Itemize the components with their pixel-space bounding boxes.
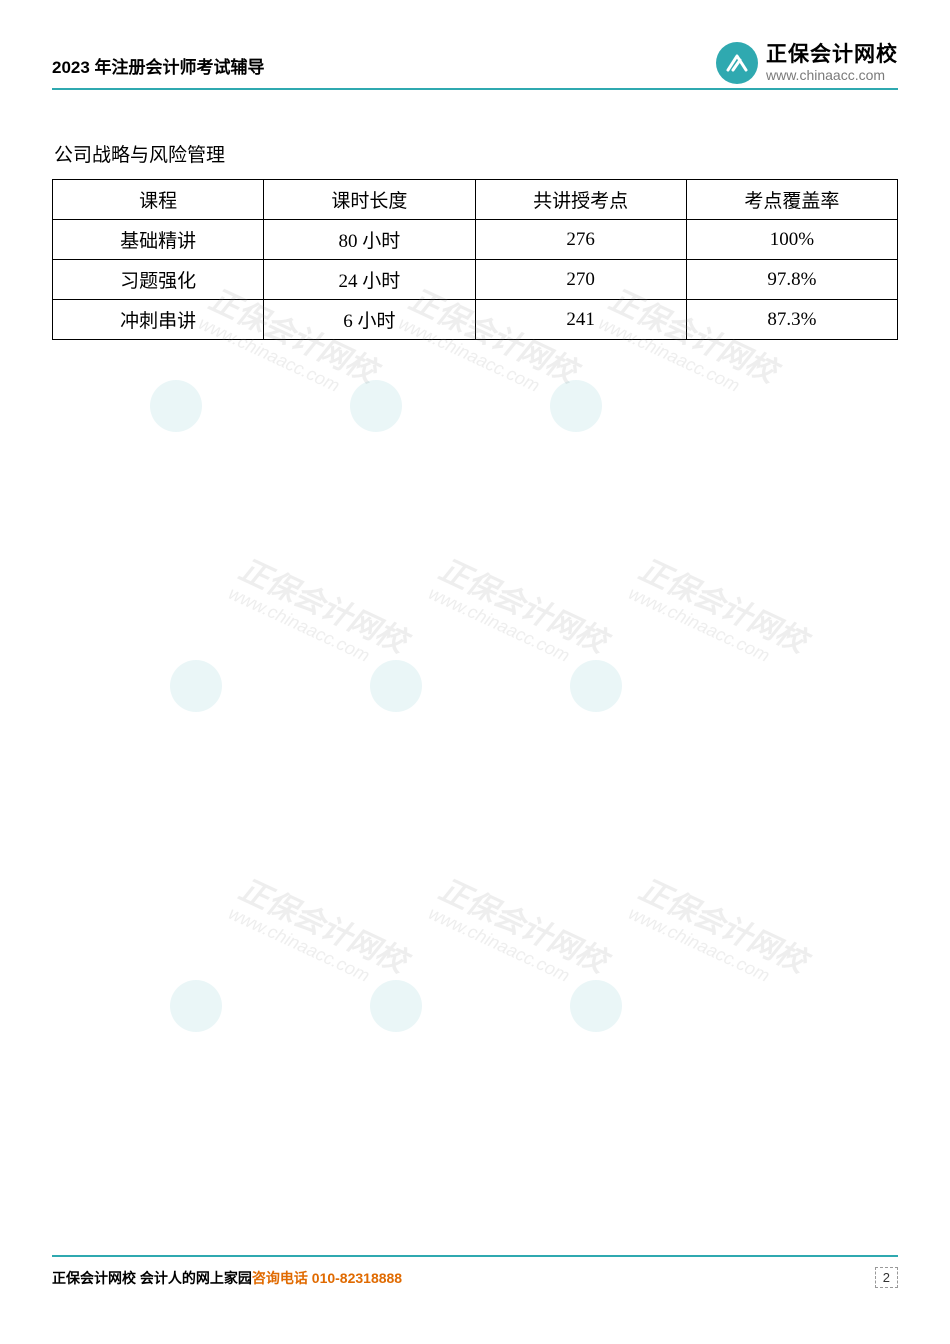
table-cell: 270: [475, 260, 686, 300]
brand-block: 正保会计网校 www.chinaacc.com: [716, 42, 898, 84]
brand-url: www.chinaacc.com: [766, 67, 885, 83]
table-cell: 24 小时: [264, 260, 475, 300]
watermark-text: 正保会计网校www.chinaacc.com: [225, 865, 415, 998]
watermark-dot-icon: [570, 660, 622, 712]
watermark-dot-icon: [350, 380, 402, 432]
watermark-text: 正保会计网校www.chinaacc.com: [625, 545, 815, 678]
table-row: 冲刺串讲 6 小时 241 87.3%: [53, 300, 898, 340]
brand-name: 正保会计网校: [766, 43, 898, 67]
column-header: 课时长度: [264, 180, 475, 220]
table-cell: 6 小时: [264, 300, 475, 340]
table-header-row: 课程 课时长度 共讲授考点 考点覆盖率: [53, 180, 898, 220]
watermark-text: 正保会计网校www.chinaacc.com: [425, 545, 615, 678]
page-number: 2: [875, 1267, 898, 1288]
table-cell: 241: [475, 300, 686, 340]
footer-text: 正保会计网校 会计人的网上家园咨询电话 010-82318888: [52, 1268, 402, 1288]
table-cell: 276: [475, 220, 686, 260]
footer-brand: 正保会计网校 会计人的网上家园: [52, 1270, 252, 1286]
table-cell: 冲刺串讲: [53, 300, 264, 340]
watermark-dot-icon: [170, 660, 222, 712]
watermark-dot-icon: [550, 380, 602, 432]
watermark-text: 正保会计网校www.chinaacc.com: [625, 865, 815, 998]
column-header: 课程: [53, 180, 264, 220]
table-row: 习题强化 24 小时 270 97.8%: [53, 260, 898, 300]
table-cell: 习题强化: [53, 260, 264, 300]
watermark-dot-icon: [170, 980, 222, 1032]
watermark-text: 正保会计网校www.chinaacc.com: [225, 545, 415, 678]
table-row: 基础精讲 80 小时 276 100%: [53, 220, 898, 260]
watermark-dot-icon: [370, 660, 422, 712]
course-table: 课程 课时长度 共讲授考点 考点覆盖率 基础精讲 80 小时 276 100% …: [52, 179, 898, 340]
header-title: 2023 年注册会计师考试辅导: [52, 53, 265, 84]
table-cell: 97.8%: [686, 260, 897, 300]
watermark-dot-icon: [370, 980, 422, 1032]
watermark-dot-icon: [150, 380, 202, 432]
table-cell: 基础精讲: [53, 220, 264, 260]
table-cell: 100%: [686, 220, 897, 260]
page-header: 2023 年注册会计师考试辅导 正保会计网校 www.chinaacc.com: [52, 42, 898, 90]
column-header: 共讲授考点: [475, 180, 686, 220]
watermark-text: 正保会计网校www.chinaacc.com: [425, 865, 615, 998]
column-header: 考点覆盖率: [686, 180, 897, 220]
section-title: 公司战略与风险管理: [52, 140, 898, 167]
table-cell: 80 小时: [264, 220, 475, 260]
page-footer: 正保会计网校 会计人的网上家园咨询电话 010-82318888 2: [52, 1255, 898, 1288]
footer-phone: 咨询电话 010-82318888: [252, 1270, 402, 1286]
watermark-dot-icon: [570, 980, 622, 1032]
brand-logo-icon: [716, 42, 758, 84]
table-cell: 87.3%: [686, 300, 897, 340]
